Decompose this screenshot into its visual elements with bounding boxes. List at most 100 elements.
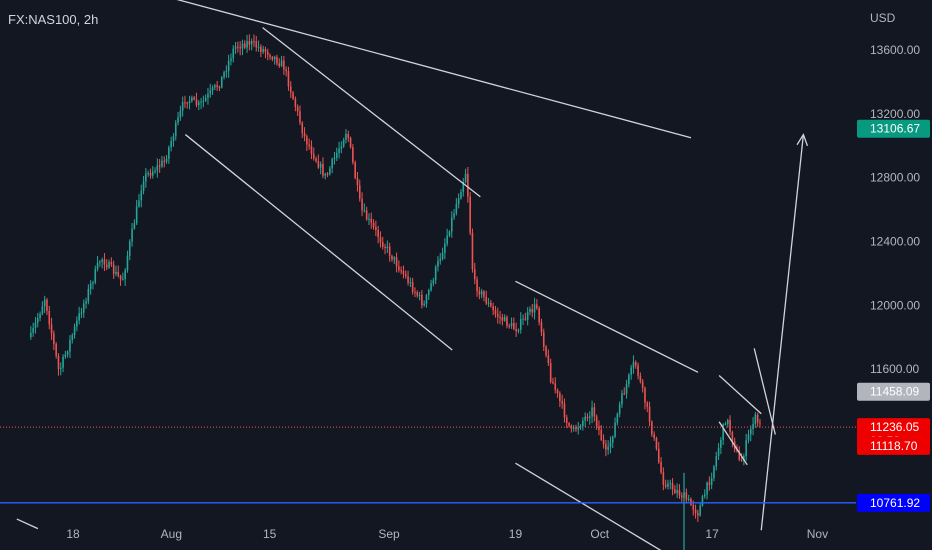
- trendline[interactable]: [157, 0, 692, 139]
- candle-body: [220, 77, 223, 88]
- candle-body: [605, 444, 607, 450]
- candle-body: [122, 279, 124, 281]
- candle-body: [117, 271, 120, 276]
- candle-body: [407, 276, 409, 283]
- candle-body: [545, 346, 547, 356]
- candle-body: [280, 60, 283, 66]
- candle-body: [202, 100, 205, 102]
- candle-body: [756, 414, 759, 423]
- trendline[interactable]: [718, 375, 762, 415]
- price-label-value: 10761.92: [870, 496, 920, 510]
- candle-body: [644, 387, 646, 403]
- candle-body: [582, 420, 584, 427]
- candle-body: [158, 165, 161, 167]
- candle-body: [710, 478, 713, 485]
- candle-body: [713, 466, 715, 479]
- trendline-group[interactable]: [16, 0, 809, 550]
- symbol-title[interactable]: FX:NAS100, 2h: [8, 12, 99, 27]
- candle-body: [338, 148, 340, 153]
- candle-body: [609, 442, 612, 447]
- trendline[interactable]: [184, 134, 453, 351]
- candle-body: [260, 46, 262, 52]
- candle-body: [600, 429, 603, 440]
- trendline[interactable]: [753, 348, 776, 435]
- candle-body: [214, 85, 216, 88]
- candle-body: [671, 483, 674, 490]
- candle-body: [179, 110, 182, 118]
- candle-body: [432, 280, 435, 284]
- candle-body: [197, 102, 200, 106]
- candle-body: [577, 427, 580, 430]
- candle-body: [664, 484, 667, 487]
- candle-body: [471, 232, 474, 270]
- candle-body: [326, 173, 329, 175]
- x-tick-label: 15: [263, 527, 277, 541]
- candle-body: [53, 333, 55, 344]
- candle-body: [191, 97, 193, 102]
- candle-body: [216, 85, 218, 88]
- candle-body: [726, 419, 729, 424]
- candle-body: [108, 262, 110, 268]
- candle-body: [731, 431, 734, 442]
- candle-body: [253, 41, 255, 43]
- candle-body: [425, 295, 428, 304]
- candle-body: [271, 56, 274, 60]
- candle-body: [427, 290, 430, 296]
- price-label-value: 11236.05: [870, 420, 919, 434]
- candle-body: [161, 160, 163, 167]
- candle-body: [667, 483, 669, 487]
- trendline[interactable]: [262, 27, 481, 198]
- candle-body: [322, 164, 324, 176]
- x-tick-label: Nov: [807, 527, 828, 541]
- candle-body: [639, 375, 642, 382]
- candle-body: [490, 302, 492, 307]
- candle-body: [630, 367, 632, 375]
- candle-body: [628, 374, 630, 385]
- trendline[interactable]: [515, 280, 699, 373]
- candle-body: [105, 264, 108, 268]
- candle-body: [66, 351, 69, 355]
- projection-arrowhead[interactable]: [796, 133, 809, 147]
- trendline[interactable]: [760, 134, 805, 531]
- candle-body: [536, 304, 538, 309]
- time-axis[interactable]: 18 Aug 15 Sep 19 Oct 17 Nov: [66, 527, 828, 541]
- candle-body: [255, 41, 258, 48]
- candle-body: [515, 329, 517, 332]
- x-tick-label: Oct: [590, 527, 609, 541]
- candle-body: [653, 434, 655, 438]
- candle-body: [43, 299, 46, 307]
- candle-body: [124, 270, 126, 280]
- candle-body: [517, 329, 520, 332]
- candle-body: [89, 283, 92, 289]
- candle-body: [556, 389, 559, 394]
- candle-body: [455, 203, 458, 214]
- candle-body: [559, 393, 561, 402]
- candle-body: [347, 133, 350, 138]
- candle-body: [372, 222, 375, 228]
- candle-body: [170, 141, 172, 148]
- price-axis[interactable]: USD 13600.00 13200.00 12800.00 12400.00 12000…: [856, 0, 932, 550]
- trendline[interactable]: [718, 421, 748, 466]
- candle-body: [448, 231, 451, 236]
- candle-body: [476, 279, 478, 292]
- candle-body: [584, 416, 586, 421]
- trendline[interactable]: [16, 518, 39, 530]
- candle-body: [446, 235, 448, 244]
- candle-body: [358, 185, 361, 199]
- candle-body: [41, 306, 44, 314]
- candle-body: [437, 260, 439, 268]
- candle-body: [223, 72, 225, 78]
- candle-body: [430, 283, 432, 291]
- candle-body: [678, 490, 681, 496]
- candle-body: [128, 241, 131, 256]
- candle-body: [602, 439, 605, 445]
- candle-body: [103, 259, 106, 265]
- candle-body: [657, 448, 660, 462]
- price-label-tag: [857, 119, 930, 138]
- trendline[interactable]: [515, 462, 691, 550]
- candle-body: [340, 146, 343, 149]
- candle-body: [706, 482, 708, 495]
- candle-body: [241, 43, 244, 49]
- candle-body: [156, 165, 159, 171]
